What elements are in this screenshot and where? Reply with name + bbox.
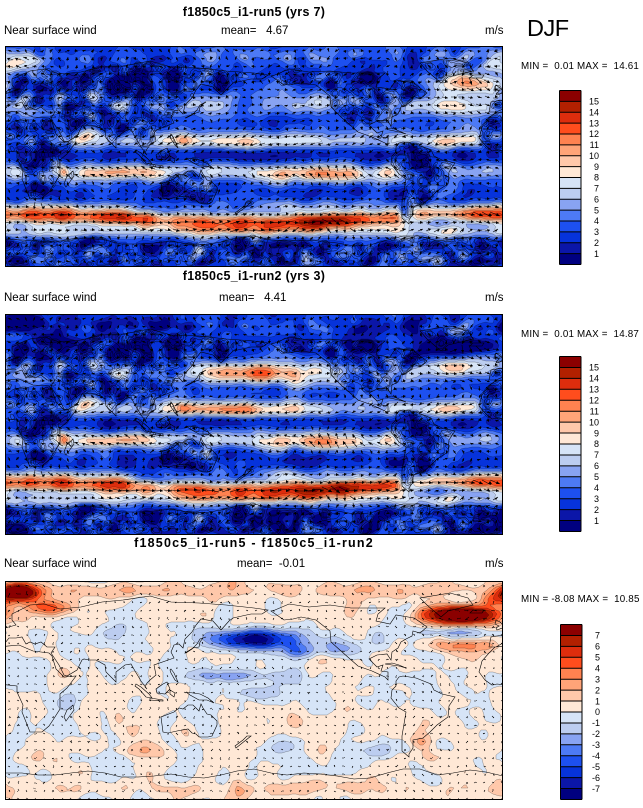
svg-text:-1: -1 [591, 718, 599, 728]
svg-text:12: 12 [588, 395, 598, 405]
svg-text:7: 7 [593, 183, 598, 193]
svg-text:5: 5 [593, 205, 598, 215]
svg-text:9: 9 [593, 161, 598, 171]
svg-text:1: 1 [593, 248, 598, 258]
svg-text:14: 14 [588, 373, 598, 383]
svg-text:4: 4 [593, 216, 598, 226]
svg-text:-6: -6 [591, 772, 599, 782]
svg-text:6: 6 [593, 194, 598, 204]
svg-text:7: 7 [594, 630, 599, 640]
svg-text:2: 2 [593, 504, 598, 514]
svg-text:3: 3 [594, 674, 599, 684]
svg-text:12: 12 [588, 129, 598, 139]
svg-text:8: 8 [593, 172, 598, 182]
svg-text:7: 7 [593, 450, 598, 460]
svg-text:6: 6 [594, 641, 599, 651]
svg-text:-4: -4 [591, 750, 599, 760]
svg-text:-7: -7 [591, 783, 599, 793]
svg-text:6: 6 [593, 461, 598, 471]
svg-text:1: 1 [594, 696, 599, 706]
svg-text:13: 13 [588, 384, 598, 394]
svg-text:3: 3 [593, 227, 598, 237]
svg-text:-2: -2 [591, 729, 599, 739]
svg-text:8: 8 [593, 439, 598, 449]
svg-text:15: 15 [588, 362, 598, 372]
svg-text:5: 5 [593, 472, 598, 482]
svg-text:2: 2 [594, 685, 599, 695]
svg-text:3: 3 [593, 493, 598, 503]
svg-text:11: 11 [589, 140, 598, 150]
svg-text:4: 4 [594, 663, 599, 673]
svg-text:10: 10 [588, 417, 598, 427]
svg-text:11: 11 [589, 406, 598, 416]
svg-text:2: 2 [593, 237, 598, 247]
svg-text:4: 4 [593, 482, 598, 492]
svg-text:-3: -3 [591, 740, 599, 750]
svg-text:10: 10 [588, 150, 598, 160]
svg-text:13: 13 [588, 118, 598, 128]
svg-text:9: 9 [593, 428, 598, 438]
svg-text:1: 1 [593, 515, 598, 525]
svg-text:15: 15 [588, 96, 598, 106]
svg-text:5: 5 [594, 652, 599, 662]
svg-text:14: 14 [588, 107, 598, 117]
svg-text:0: 0 [594, 707, 599, 717]
svg-text:-5: -5 [591, 761, 599, 771]
